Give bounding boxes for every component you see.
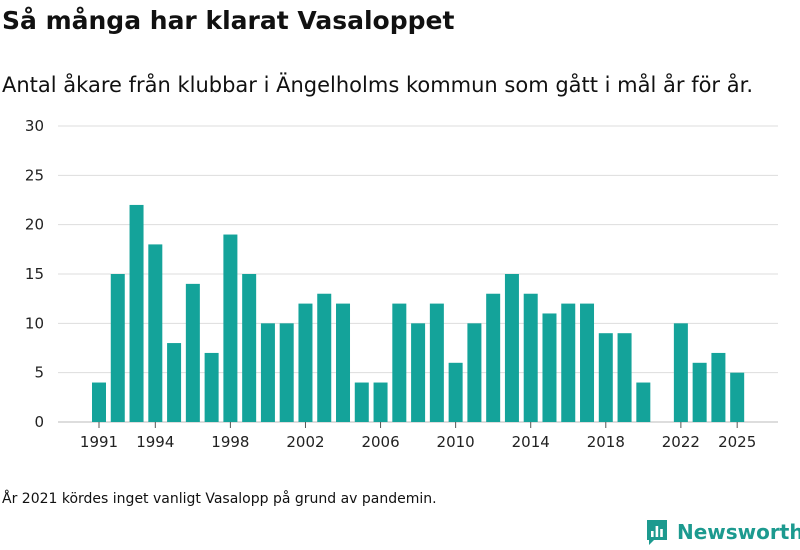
newsworthy-logo-icon: [647, 520, 667, 545]
bar-1999: [242, 274, 257, 422]
bar-2020: [636, 382, 651, 422]
bar-2013: [504, 274, 519, 422]
bar-2012: [486, 293, 501, 422]
bar-1991: [92, 382, 106, 422]
y-tick-label: 30: [25, 117, 44, 135]
bar-2000: [260, 323, 275, 422]
x-tick-label: 2010: [437, 433, 475, 451]
x-tick-label: 1994: [136, 433, 174, 451]
bar-2004: [336, 303, 351, 422]
y-tick-label: 15: [25, 265, 44, 283]
bar-2016: [561, 303, 576, 422]
bar-1992: [110, 274, 125, 422]
bar-2002: [298, 303, 313, 422]
bar-1993: [129, 204, 144, 422]
chart-title: Så många har klarat Vasaloppet: [2, 6, 455, 35]
bar-2018: [598, 333, 613, 422]
x-tick-label: 2025: [718, 433, 756, 451]
y-tick-label: 5: [34, 364, 44, 382]
bar-2015: [542, 313, 557, 422]
bars: [92, 204, 745, 422]
bar-2014: [523, 293, 538, 422]
bar-2009: [429, 303, 444, 422]
bar-1995: [167, 343, 182, 422]
x-tick-label: 2014: [512, 433, 550, 451]
bar-1996: [185, 283, 200, 422]
bar-1994: [148, 244, 163, 422]
y-tick-label: 0: [34, 413, 44, 431]
bar-2003: [317, 293, 332, 422]
x-tick-label: 2022: [662, 433, 700, 451]
bar-2007: [392, 303, 407, 422]
bar-2022: [673, 323, 688, 422]
x-axis: 1991 1994 1998 2002 2006 2010 2014 2018 2022 2025: [80, 422, 756, 451]
footnote: År 2021 kördes inget vanligt Vasalopp på…: [2, 491, 437, 507]
bar-2005: [354, 382, 369, 422]
bar-2008: [411, 323, 426, 422]
bar-2010: [448, 362, 463, 422]
x-tick-label: 1998: [211, 433, 249, 451]
bar-2011: [467, 323, 482, 422]
x-tick-label: 2006: [361, 433, 399, 451]
bar-2017: [580, 303, 595, 422]
bar-2025: [730, 372, 745, 422]
bar-1998: [223, 234, 238, 422]
bar-2023: [692, 362, 707, 422]
x-tick-label: 2002: [286, 433, 324, 451]
y-tick-label: 10: [25, 314, 44, 332]
brand-logo: Newsworthy: [645, 518, 800, 546]
chart-subtitle: Antal åkare från klubbar i Ängelholms ko…: [2, 73, 753, 97]
y-tick-label: 20: [25, 216, 44, 234]
x-tick-label: 2018: [587, 433, 625, 451]
bar-2001: [279, 323, 294, 422]
brand-name: Newsworthy: [677, 520, 800, 544]
bar-2019: [617, 333, 632, 422]
bar-1997: [204, 352, 219, 422]
bar-2024: [711, 352, 726, 422]
x-tick-label: 1991: [80, 433, 118, 451]
y-tick-label: 25: [25, 166, 44, 184]
y-axis: 0 5 10 15 20 25 30: [25, 117, 44, 431]
bar-2006: [373, 382, 388, 422]
